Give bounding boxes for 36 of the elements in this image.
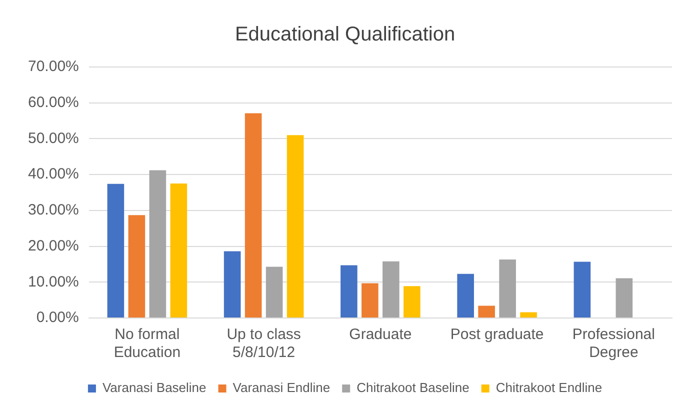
y-tick-label: 0.00% bbox=[36, 309, 79, 326]
bar bbox=[574, 262, 591, 318]
bar bbox=[520, 312, 537, 318]
legend-label: Chitrakoot Baseline bbox=[356, 380, 470, 396]
bar bbox=[499, 260, 516, 318]
bar bbox=[149, 170, 166, 318]
x-tick-label: Up to class 5/8/10/12 bbox=[226, 326, 301, 362]
bar bbox=[616, 278, 633, 318]
y-tick-label: 40.00% bbox=[28, 166, 79, 183]
bar bbox=[286, 135, 304, 318]
bar bbox=[224, 251, 241, 318]
x-tick-label: Post graduate bbox=[450, 326, 544, 344]
bar bbox=[340, 265, 358, 318]
bar bbox=[478, 306, 495, 318]
bar bbox=[457, 274, 474, 318]
bar bbox=[266, 266, 283, 318]
y-tick-label: 10.00% bbox=[28, 273, 79, 290]
legend-label: Varanasi Baseline bbox=[102, 380, 206, 396]
y-tick-label: 20.00% bbox=[28, 237, 79, 254]
chart-title: Educational Qualification bbox=[234, 24, 456, 46]
y-tick-label: 60.00% bbox=[28, 94, 79, 111]
y-tick-label: 70.00% bbox=[28, 58, 79, 76]
x-tick-label: Professional Degree bbox=[572, 326, 655, 362]
bar bbox=[404, 286, 420, 318]
x-tick-label: No formal Education bbox=[114, 326, 181, 362]
legend-label: Varanasi Endline bbox=[232, 380, 330, 396]
bar bbox=[244, 113, 262, 318]
bar bbox=[362, 283, 378, 318]
bar bbox=[107, 184, 124, 318]
y-tick-label: 50.00% bbox=[28, 130, 79, 147]
bar bbox=[382, 261, 400, 318]
x-tick-label: Graduate bbox=[349, 326, 412, 344]
y-tick-label: 30.00% bbox=[28, 202, 79, 219]
bar bbox=[170, 184, 188, 318]
legend-label: Chitrakoot Endline bbox=[496, 380, 602, 396]
bar bbox=[128, 215, 146, 318]
